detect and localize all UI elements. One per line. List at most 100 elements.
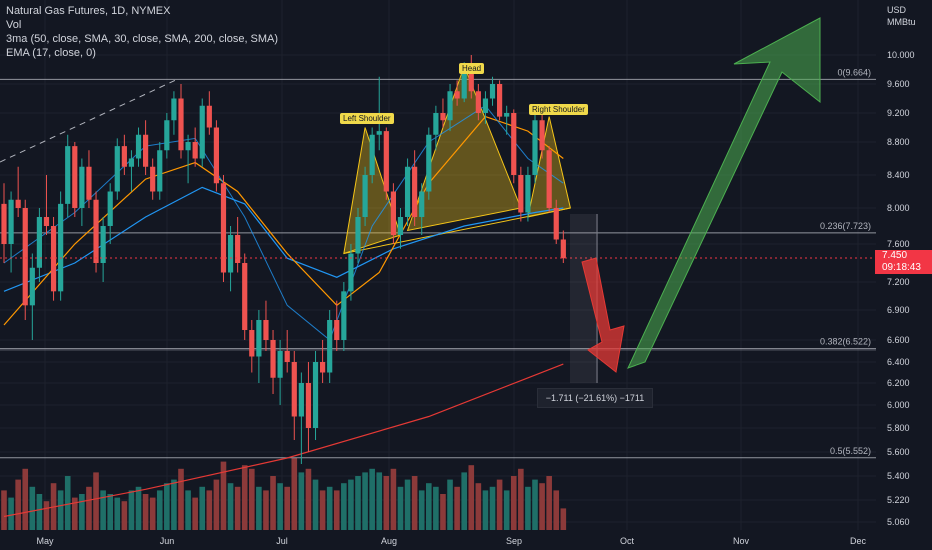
candle-body bbox=[8, 199, 14, 244]
candle-body bbox=[461, 69, 467, 99]
volume-bar bbox=[326, 486, 333, 530]
volume-bar bbox=[291, 458, 298, 530]
price-axis[interactable]: 10.000 9.600 9.200 8.800 8.400 8.000 7.600 7.20… bbox=[887, 50, 915, 527]
candle-body bbox=[489, 84, 496, 99]
candle-body bbox=[518, 175, 524, 213]
volume-bar bbox=[390, 468, 397, 530]
last-price-tag: 7.450 09:18:43 bbox=[875, 250, 932, 274]
candle-body bbox=[553, 208, 559, 240]
candle-body bbox=[178, 98, 184, 151]
price-tick-label: 6.900 bbox=[887, 305, 910, 315]
price-tick-label: 6.000 bbox=[887, 400, 910, 410]
candle-body bbox=[114, 146, 120, 192]
volume-bar bbox=[164, 483, 170, 530]
candle-body bbox=[220, 183, 227, 273]
candle-body bbox=[15, 199, 21, 208]
time-tick-label: Nov bbox=[733, 536, 750, 546]
time-tick-label: May bbox=[36, 536, 54, 546]
candle-body bbox=[312, 362, 319, 428]
candle-body bbox=[256, 320, 262, 357]
candle-body bbox=[355, 217, 361, 254]
fibonacci-levels: 0(9.664) 0.236(7.723) 0.382(6.522) 0.5(5.55… bbox=[0, 67, 876, 459]
candle-body bbox=[199, 105, 205, 159]
candle-body bbox=[433, 113, 439, 135]
volume-bar bbox=[433, 486, 439, 530]
volume-bar bbox=[305, 468, 312, 530]
volume-bar bbox=[539, 483, 545, 530]
price-tick-label: 6.400 bbox=[887, 357, 910, 367]
volume-bar bbox=[43, 501, 50, 530]
volume-bar bbox=[241, 465, 248, 530]
volume-bar bbox=[156, 490, 163, 530]
candle-body bbox=[50, 226, 57, 292]
price-tick-label: 10.000 bbox=[887, 50, 915, 60]
volume-bar bbox=[355, 476, 361, 530]
candle-body bbox=[157, 150, 163, 192]
candle-body bbox=[22, 208, 28, 306]
price-tick-label: 5.060 bbox=[887, 517, 910, 527]
price-tick-label: 8.400 bbox=[887, 170, 910, 180]
price-unit[interactable]: USD MMBtu bbox=[887, 4, 916, 28]
candle-body bbox=[546, 150, 552, 208]
candle-body bbox=[29, 267, 35, 306]
candle-body bbox=[475, 91, 481, 113]
volume-bar bbox=[454, 486, 460, 530]
candle-body bbox=[327, 320, 333, 373]
candle-body bbox=[397, 217, 404, 235]
candle-body bbox=[511, 113, 517, 175]
candle-body bbox=[150, 166, 156, 192]
candle-body bbox=[404, 166, 411, 217]
volume-bar bbox=[100, 490, 106, 530]
volume-bar bbox=[227, 483, 234, 530]
volume-bar bbox=[1, 490, 7, 530]
candle-body bbox=[143, 134, 149, 167]
volume-bar bbox=[234, 486, 241, 530]
volume-bar bbox=[383, 476, 390, 530]
time-tick-label: Sep bbox=[506, 536, 522, 546]
candle-body bbox=[242, 263, 248, 330]
candle-body bbox=[185, 142, 191, 151]
volume-bar bbox=[36, 494, 43, 530]
price-tick-label: 7.200 bbox=[887, 277, 910, 287]
candle-body bbox=[263, 320, 269, 340]
sma200-line bbox=[3, 363, 564, 518]
candle-body bbox=[539, 120, 545, 151]
candle-body bbox=[213, 127, 219, 184]
volume-bar bbox=[362, 472, 368, 530]
candle-body bbox=[93, 199, 99, 263]
volume-bar bbox=[93, 472, 99, 530]
volume-bar bbox=[319, 490, 326, 530]
candle-body bbox=[348, 253, 354, 292]
volume-bar bbox=[411, 476, 418, 530]
price-tick-label: 5.400 bbox=[887, 471, 910, 481]
candle-body bbox=[192, 142, 198, 159]
volume-bar bbox=[312, 479, 319, 530]
symbol-title[interactable]: Natural Gas Futures, 1D, NYMEX bbox=[6, 5, 171, 17]
ma-indicator-label[interactable]: 3ma (50, close, SMA, 30, close, SMA, 200… bbox=[6, 33, 279, 45]
candle-body bbox=[86, 166, 92, 200]
volume-bar bbox=[518, 468, 524, 530]
fib-label: 0.5(5.552) bbox=[830, 446, 871, 456]
chart-legend: Natural Gas Futures, 1D, NYMEX Vol 3ma (… bbox=[6, 4, 278, 60]
time-axis[interactable]: May Jun Jul Aug Sep Oct Nov Dec bbox=[0, 530, 876, 550]
candle-body bbox=[560, 239, 566, 259]
last-price-value: 7.450 bbox=[882, 250, 908, 261]
price-tick-label: 7.600 bbox=[887, 239, 910, 249]
candle-body bbox=[532, 120, 538, 175]
candle-body bbox=[341, 291, 347, 340]
price-tick-label: 6.600 bbox=[887, 335, 910, 345]
volume-bar bbox=[553, 490, 560, 530]
ema-indicator-label[interactable]: EMA (17, close, 0) bbox=[6, 47, 96, 59]
volume-indicator-label[interactable]: Vol bbox=[6, 19, 22, 31]
volume-bar bbox=[560, 508, 567, 530]
volume-bar bbox=[213, 479, 220, 530]
volume-bar bbox=[29, 486, 36, 530]
ema17-line bbox=[3, 105, 564, 341]
price-tick-label: 8.000 bbox=[887, 203, 910, 213]
volume-bar bbox=[256, 486, 262, 530]
volume-bar bbox=[503, 490, 510, 530]
volume-bar bbox=[8, 497, 14, 530]
volume-bar bbox=[270, 476, 276, 530]
neckline bbox=[343, 207, 571, 254]
